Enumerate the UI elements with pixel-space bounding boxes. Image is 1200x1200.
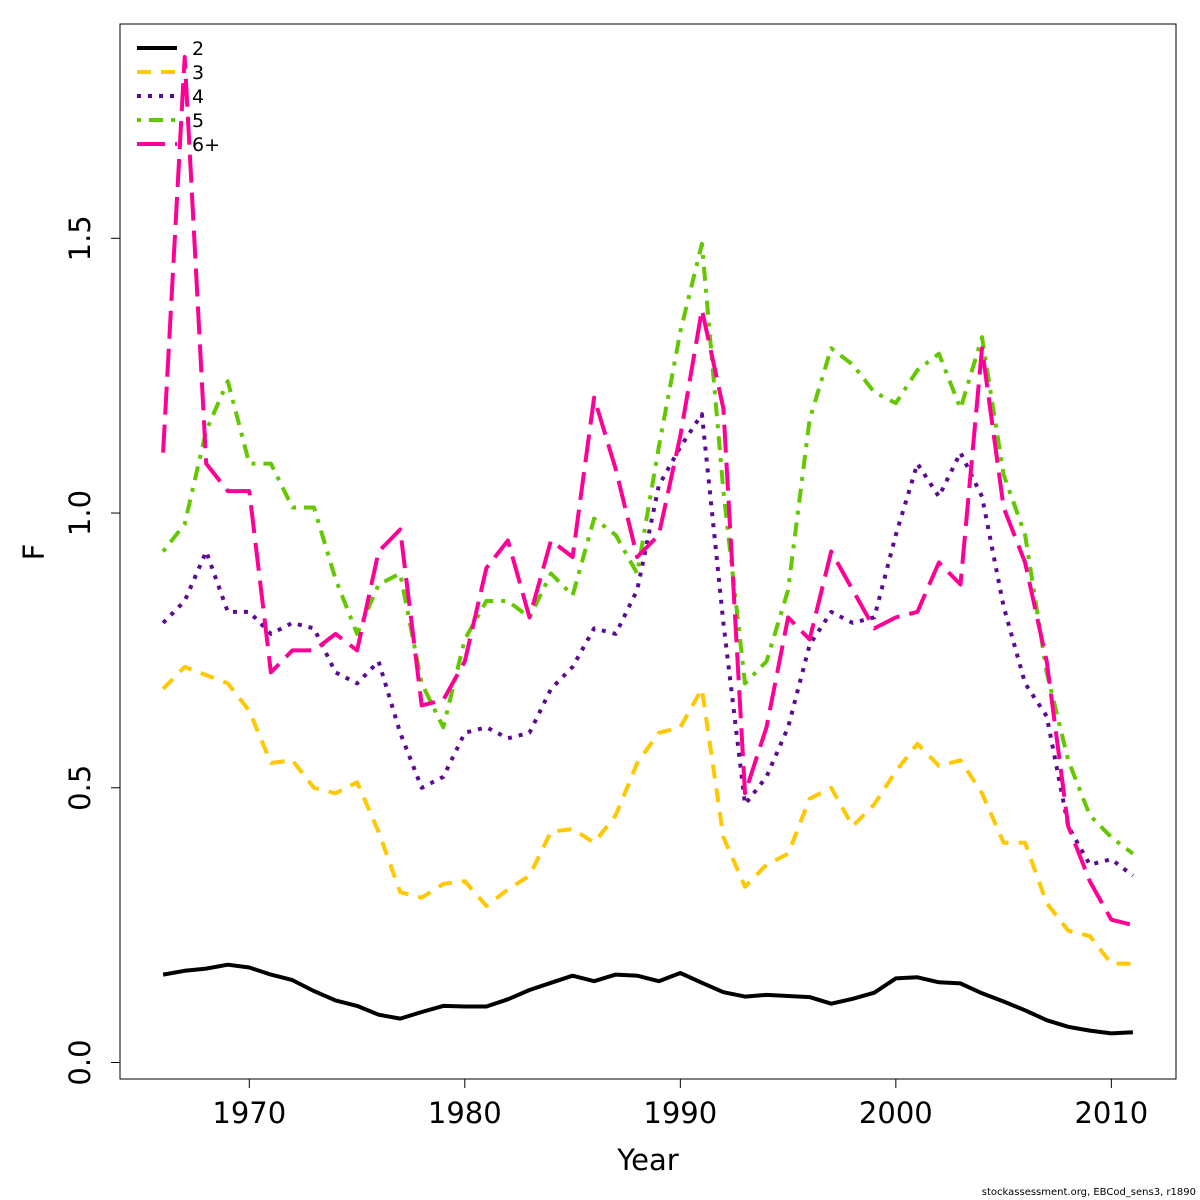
footer-credit: stockassessment.org, EBCod_sens3, r1890	[981, 1187, 1196, 1198]
x-tick-label: 2010	[1074, 1096, 1148, 1130]
x-tick-label: 1970	[212, 1096, 286, 1130]
y-tick-label: 0.5	[63, 765, 97, 811]
legend-label: 2	[192, 38, 204, 60]
x-tick-label: 1990	[643, 1096, 717, 1130]
legend-label: 3	[192, 62, 204, 84]
y-tick-label: 1.5	[63, 215, 97, 261]
series-line-5	[161, 241, 1135, 856]
series-line-3	[161, 664, 1133, 966]
y-tick-label: 0.0	[63, 1039, 97, 1085]
x-tick-label: 1980	[428, 1096, 502, 1130]
series-line-2	[162, 962, 1134, 1036]
legend-label: 4	[192, 86, 204, 108]
y-tick-label: 1.0	[63, 490, 97, 536]
series-line-4	[161, 412, 1135, 878]
y-axis: 0.0 0.5 1.0 1.5	[63, 215, 120, 1086]
legend-label: 5	[192, 110, 204, 132]
x-axis-title: Year	[616, 1143, 678, 1177]
x-axis: 1970 1980 1990 2000 2010	[212, 1079, 1148, 1130]
plot-frame	[119, 23, 1177, 1080]
series-layer	[161, 55, 1135, 1036]
legend-label: 6+	[192, 134, 220, 156]
x-tick-label: 2000	[859, 1096, 933, 1130]
series-line-6plus	[161, 55, 1134, 928]
y-axis-title: F	[17, 544, 51, 561]
